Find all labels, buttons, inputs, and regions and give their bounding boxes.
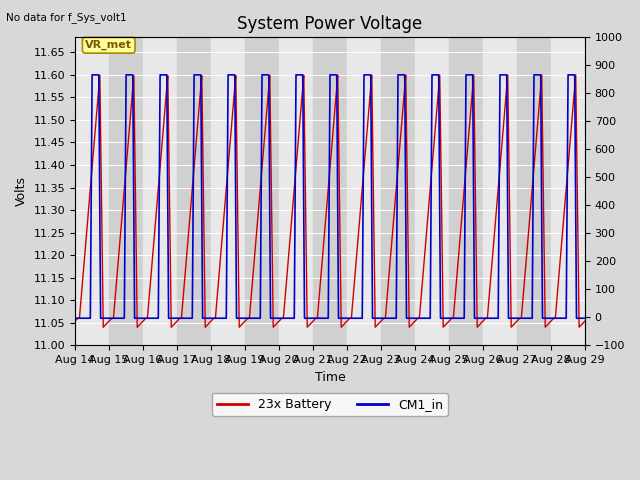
Bar [517, 37, 551, 345]
Title: System Power Voltage: System Power Voltage [237, 15, 422, 33]
Legend: 23x Battery, CM1_in: 23x Battery, CM1_in [212, 393, 448, 416]
Bar [75, 37, 109, 345]
Bar [415, 37, 449, 345]
Bar [449, 37, 483, 345]
Bar [245, 37, 279, 345]
Bar [109, 37, 143, 345]
Bar [483, 37, 517, 345]
Bar [279, 37, 313, 345]
Text: VR_met: VR_met [85, 40, 132, 50]
Bar [313, 37, 347, 345]
Bar [551, 37, 585, 345]
Y-axis label: Volts: Volts [15, 176, 28, 206]
Bar [177, 37, 211, 345]
Bar [381, 37, 415, 345]
Bar [347, 37, 381, 345]
Bar [143, 37, 177, 345]
Bar [211, 37, 245, 345]
X-axis label: Time: Time [315, 371, 346, 384]
Text: No data for f_Sys_volt1: No data for f_Sys_volt1 [6, 12, 127, 23]
